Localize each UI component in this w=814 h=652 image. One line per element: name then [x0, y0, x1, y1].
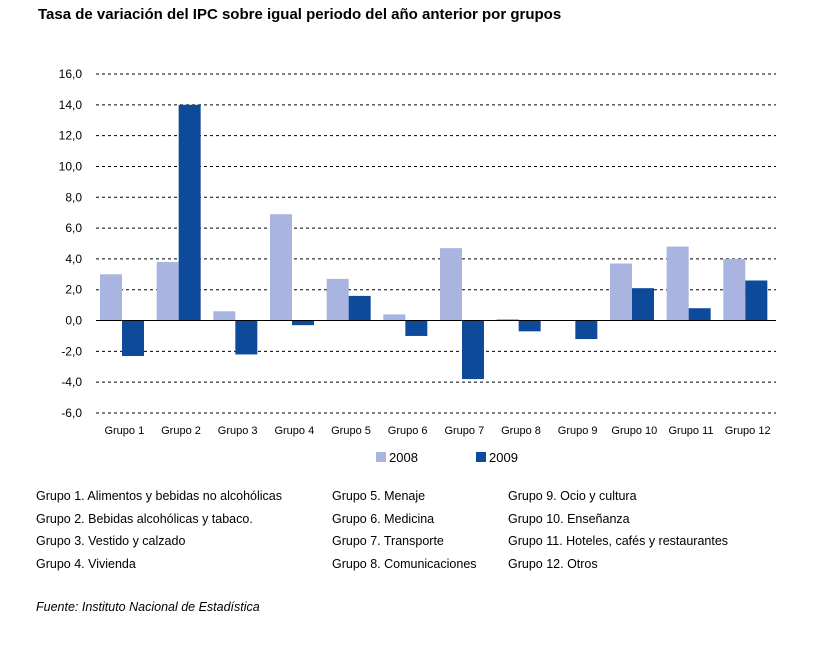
bar-2008-grupo-2	[156, 261, 179, 321]
y-tick-label: -6,0	[61, 406, 82, 420]
y-tick-label: -2,0	[61, 344, 82, 358]
y-tick-label: 4,0	[65, 252, 82, 266]
bar-2008-grupo-3	[213, 311, 236, 321]
x-tick-label: Grupo 4	[274, 425, 314, 437]
group-12-description: Grupo 12. Otros	[508, 556, 598, 571]
bar-2008-grupo-12	[723, 258, 746, 321]
groups-legend-column-3: Grupo 9. Ocio y cultura Grupo 10. Enseña…	[508, 487, 728, 577]
bar-2008-grupo-10	[610, 263, 632, 321]
y-tick-label: 12,0	[59, 129, 83, 143]
bar-2009-grupo-9	[575, 320, 598, 340]
y-tick-label: 10,0	[59, 159, 83, 173]
chart-title: Tasa de variación del IPC sobre igual pe…	[38, 6, 562, 23]
y-tick-label: 6,0	[65, 221, 82, 235]
y-tick-label: 14,0	[59, 98, 83, 112]
group-6-description: Grupo 6. Medicina	[332, 511, 435, 526]
group-2-description: Grupo 2. Bebidas alcohólicas y tabaco.	[36, 511, 253, 526]
bar-2009-grupo-4	[292, 320, 314, 326]
legend-swatch-2009	[476, 452, 486, 462]
bar-chart: 16,0 14,0 12,0 10,0 8,0 6,0 4,0 2,0 0,0 -2,0 -4,0 -…	[59, 67, 776, 465]
bar-2008-grupo-5	[326, 278, 349, 321]
bar-2009-grupo-2	[178, 104, 201, 321]
bar-2008-grupo-7	[440, 248, 462, 321]
groups-legend-column-2: Grupo 5. Menaje Grupo 6. Medicina Grupo …	[332, 487, 477, 577]
x-tick-label: Grupo 9	[558, 425, 598, 437]
y-tick-label: 16,0	[59, 67, 83, 81]
group-9-description: Grupo 9. Ocio y cultura	[508, 489, 637, 503]
group-10-description: Grupo 10. Enseñanza	[508, 511, 630, 526]
bar-2009-grupo-1	[122, 320, 144, 356]
y-tick-label: -4,0	[61, 375, 82, 389]
bar-2009-grupo-5	[348, 295, 371, 321]
group-1-description: Grupo 1. Alimentos y bebidas no alcohóli…	[36, 489, 282, 503]
bar-2008-grupo-8	[496, 319, 519, 321]
y-tick-label: 0,0	[65, 314, 82, 328]
group-11-description: Grupo 11. Hoteles, cafés y restaurantes	[508, 534, 729, 548]
y-tick-label: 2,0	[65, 283, 82, 297]
x-tick-label: Grupo 12	[725, 425, 771, 437]
source-note: Fuente: Instituto Nacional de Estadístic…	[36, 600, 260, 614]
x-tick-label: Grupo 11	[668, 425, 713, 437]
bar-2008-grupo-11	[666, 246, 689, 321]
y-tick-label: 8,0	[65, 190, 82, 204]
x-tick-label: Grupo 3	[218, 425, 258, 437]
bar-2009-grupo-6	[405, 320, 428, 336]
x-tick-label: Grupo 2	[161, 425, 201, 437]
x-tick-label: Grupo 10	[611, 425, 657, 437]
bar-2008-grupo-4	[270, 214, 292, 321]
x-tick-label: Grupo 6	[388, 425, 428, 437]
legend-label-2008: 2008	[389, 450, 418, 465]
bar-2009-grupo-11	[688, 308, 711, 321]
bar-2009-grupo-10	[632, 288, 654, 321]
bar-2009-grupo-3	[235, 320, 258, 355]
bar-2009-grupo-12	[745, 280, 768, 321]
bar-2008-grupo-1	[100, 274, 122, 321]
x-tick-label: Grupo 7	[444, 425, 484, 437]
bar-2009-grupo-8	[518, 320, 541, 332]
groups-legend-column-1: Grupo 1. Alimentos y bebidas no alcohóli…	[36, 487, 282, 577]
bar-2009-grupo-7	[462, 320, 484, 380]
bar-2008-grupo-6	[383, 314, 406, 321]
legend-swatch-2008	[376, 452, 386, 462]
group-3-description: Grupo 3. Vestido y calzado	[36, 534, 186, 548]
group-7-description: Grupo 7. Transporte	[332, 534, 444, 548]
x-tick-label: Grupo 8	[501, 425, 541, 437]
x-tick-label: Grupo 5	[331, 425, 371, 437]
group-5-description: Grupo 5. Menaje	[332, 489, 426, 503]
legend-label-2009: 2009	[489, 450, 518, 465]
x-tick-label: Grupo 1	[104, 425, 144, 437]
group-4-description: Grupo 4. Vivienda	[36, 556, 136, 571]
group-8-description: Grupo 8. Comunicaciones	[332, 556, 477, 571]
